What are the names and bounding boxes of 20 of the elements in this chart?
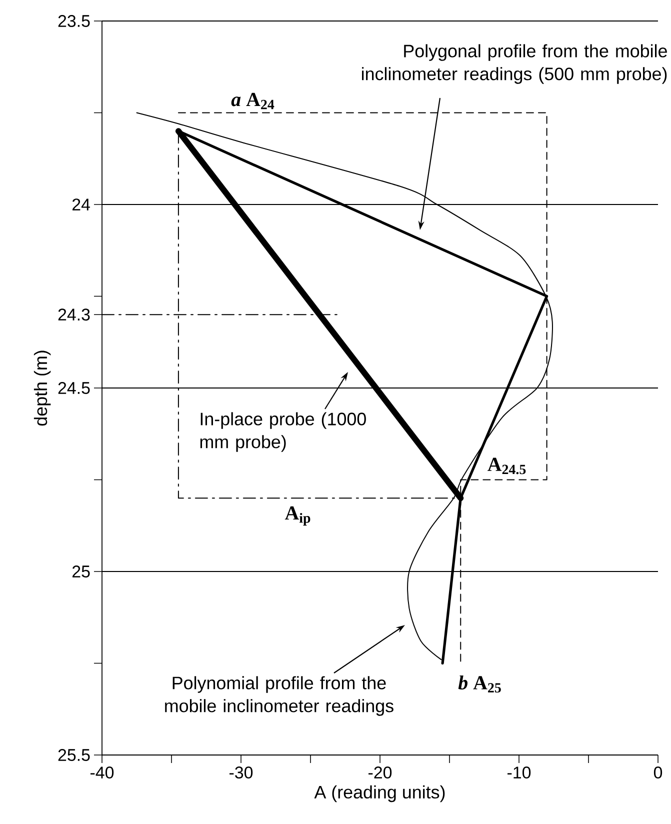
y-tick-label: 23.5 — [58, 15, 90, 27]
y-tick-label: 25 — [72, 566, 90, 578]
annotation: b A$_{25}$ — [458, 675, 501, 693]
y-tick-label: 24.5 — [58, 382, 90, 394]
annotation: a A$_{24}$ — [231, 92, 274, 110]
annotation: A$_{ip}$ — [284, 506, 310, 526]
y-tick-label: 25.5 — [58, 749, 90, 762]
annotation: Polygonal profile from the mobile inclinometer readings (500 mm probe) — [362, 44, 667, 84]
annotation: A$_{24.5}$ — [488, 458, 526, 474]
y-tick-label: 24.3 — [58, 308, 90, 321]
y-axis-title: depth (m) — [34, 350, 51, 426]
annotation: In-place probe (1000 mm probe) — [200, 412, 366, 452]
y-tick-label: 24 — [72, 198, 90, 210]
x-axis-title: A (reading units) — [314, 785, 445, 802]
x-tick-label: 0 — [654, 766, 662, 779]
x-tick-label: -10 — [508, 766, 531, 779]
x-tick-label: -30 — [230, 766, 253, 779]
x-tick-label: -20 — [368, 766, 392, 779]
annotation: Polynomial profile from the mobile inclinometer readings — [165, 676, 394, 716]
x-tick-label: -40 — [90, 766, 114, 779]
